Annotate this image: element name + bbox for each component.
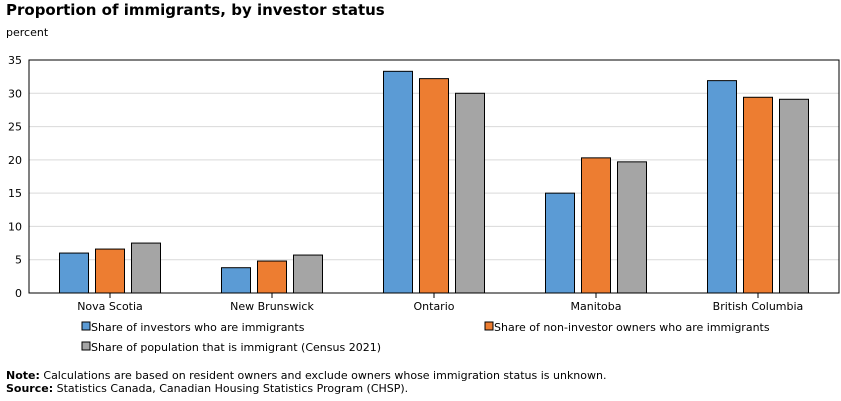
bar: [383, 70, 413, 294]
legend-swatch: [484, 321, 494, 331]
bar: [743, 96, 773, 294]
y-tick-label: 10: [8, 220, 22, 233]
source-label: Source:: [6, 382, 54, 395]
y-tick-label: 15: [8, 187, 22, 200]
bar: [131, 242, 161, 294]
x-tick-label: Manitoba: [570, 300, 621, 313]
x-tick-label: Nova Scotia: [77, 300, 143, 313]
y-axis-unit-label: percent: [6, 26, 49, 39]
bar: [257, 260, 287, 294]
bar: [617, 161, 647, 294]
bar: [95, 248, 125, 294]
source-text: Statistics Canada, Canadian Housing Stat…: [53, 382, 409, 395]
note-label: Note:: [6, 369, 40, 382]
legend-label: Share of non-investor owners who are imm…: [494, 321, 770, 334]
bar: [293, 254, 323, 294]
bar: [419, 78, 449, 294]
legend-swatch: [81, 321, 91, 331]
y-tick-label: 30: [8, 87, 22, 100]
x-tick-label: New Brunswick: [230, 300, 314, 313]
bar: [581, 157, 611, 294]
bar: [59, 252, 89, 294]
bar: [455, 92, 485, 294]
x-tick-label: British Columbia: [713, 300, 804, 313]
chart-title: Proportion of immigrants, by investor st…: [6, 1, 385, 19]
legend-label: Share of investors who are immigrants: [91, 321, 305, 334]
y-tick-label: 25: [8, 121, 22, 134]
source: Source: Statistics Canada, Canadian Hous…: [6, 382, 408, 395]
note: Note: Calculations are based on resident…: [6, 369, 606, 382]
y-tick-label: 20: [8, 154, 22, 167]
bar: [221, 267, 251, 294]
y-tick-label: 5: [15, 254, 22, 267]
x-tick-label: Ontario: [414, 300, 455, 313]
note-text: Calculations are based on resident owner…: [39, 369, 607, 382]
bar: [707, 80, 737, 294]
y-tick-label: 0: [15, 287, 22, 300]
legend-swatch: [81, 341, 91, 351]
y-tick-label: 35: [8, 54, 22, 67]
legend-label: Share of population that is immigrant (C…: [91, 341, 381, 354]
bar: [545, 192, 575, 294]
bar: [779, 98, 809, 294]
